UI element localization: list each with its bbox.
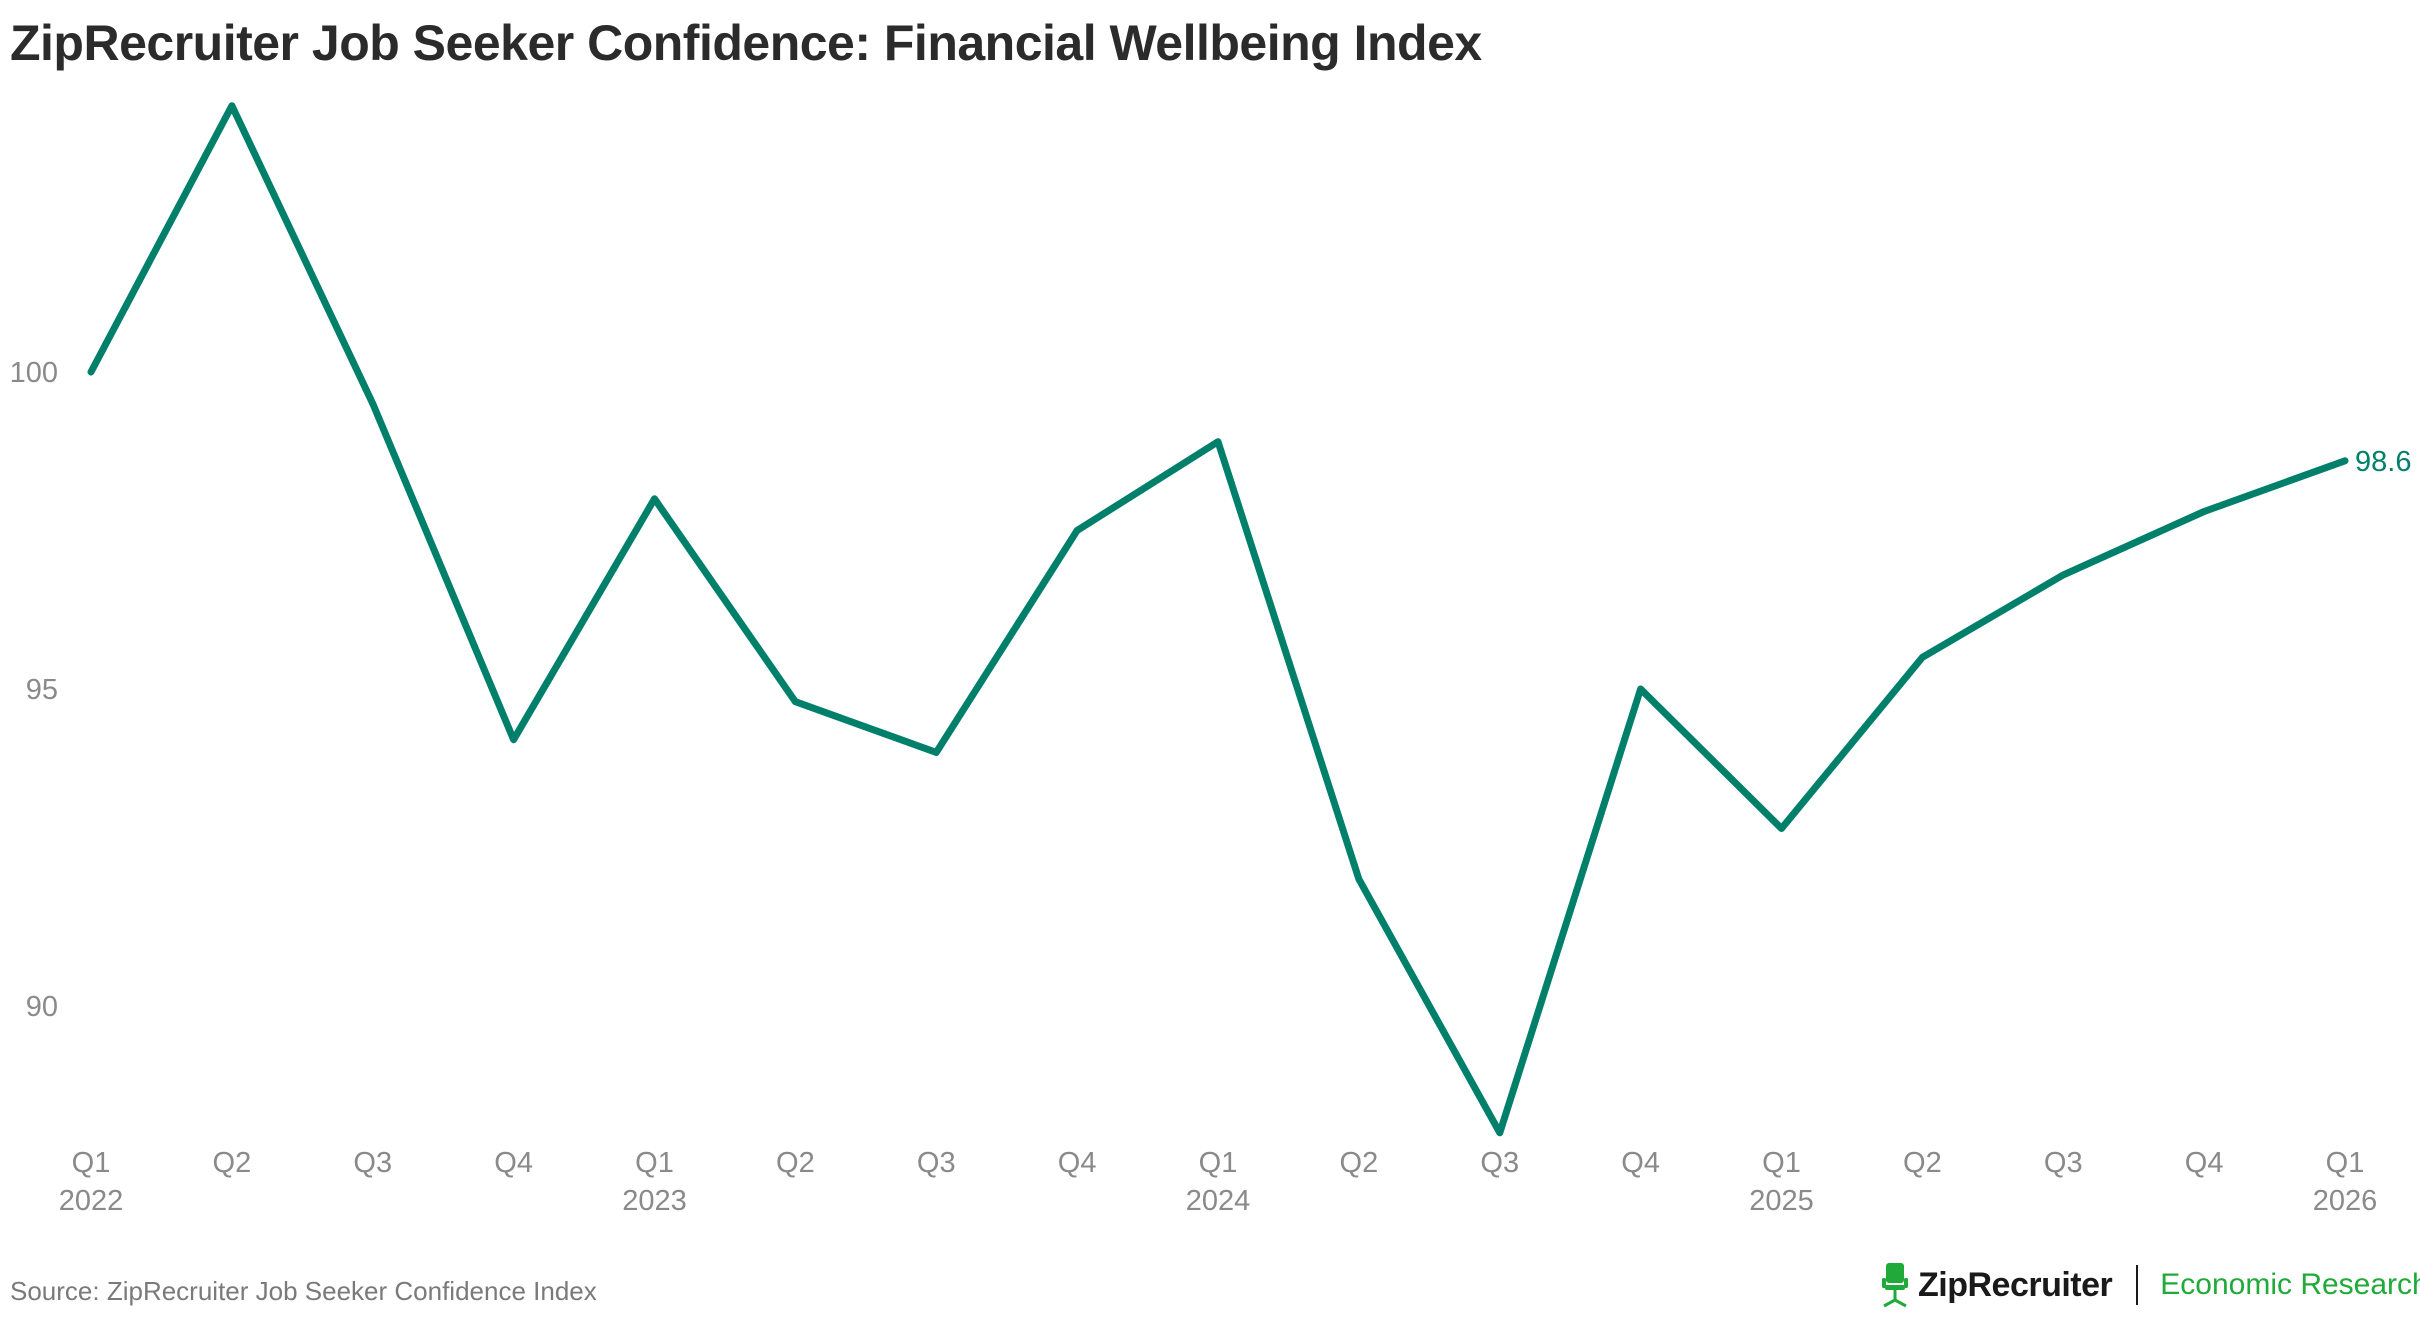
x-tick-quarter: Q3 (353, 1147, 392, 1179)
x-tick-quarter: Q4 (494, 1147, 533, 1179)
end-value-label: 98.6 (2355, 446, 2411, 478)
x-tick-quarter: Q1 (2326, 1147, 2365, 1179)
x-tick-year: 2024 (1186, 1185, 1251, 1217)
x-axis-ticks: Q1 2022 Q2 Q3 Q4 Q1 2023 Q2 Q3 Q4 Q1 2024 Q2 Q3 Q4 Q1 20… (59, 1147, 2378, 1217)
x-tick-quarter: Q1 (1762, 1147, 1801, 1179)
x-tick-year: 2023 (622, 1185, 687, 1217)
x-tick-year: 2025 (1749, 1185, 1814, 1217)
x-tick-quarter: Q4 (1058, 1147, 1097, 1179)
series-line (87, 102, 2349, 1137)
x-tick-quarter: Q4 (1621, 1147, 1660, 1179)
x-tick-quarter: Q2 (213, 1147, 252, 1179)
brand-division: Economic Research (2160, 1268, 2420, 1301)
x-tick-quarter: Q1 (72, 1147, 111, 1179)
x-tick-quarter: Q3 (1480, 1147, 1519, 1179)
x-tick-quarter: Q1 (1199, 1147, 1238, 1179)
y-axis-ticks: 90 95 100 (10, 357, 58, 1023)
chart-title: ZipRecruiter Job Seeker Confidence: Fina… (10, 15, 1482, 71)
x-tick-quarter: Q4 (2185, 1147, 2224, 1179)
y-tick-label: 100 (10, 357, 58, 389)
x-tick-year: 2022 (59, 1185, 124, 1217)
x-tick-quarter: Q2 (1903, 1147, 1942, 1179)
chair-logo-icon (1882, 1263, 1908, 1308)
source-note: Source: ZipRecruiter Job Seeker Confiden… (10, 1276, 597, 1306)
x-tick-year: 2026 (2313, 1185, 2378, 1217)
y-tick-label: 95 (26, 674, 58, 706)
brand-footer: ZipRecruiter Economic Research (1880, 1262, 2420, 1308)
x-tick-quarter: Q1 (635, 1147, 674, 1179)
y-tick-label: 90 (26, 991, 58, 1023)
x-tick-quarter: Q3 (917, 1147, 956, 1179)
brand-name: ZipRecruiter (1918, 1265, 2113, 1304)
x-tick-quarter: Q2 (1340, 1147, 1379, 1179)
x-tick-quarter: Q3 (2044, 1147, 2083, 1179)
brand-divider (2136, 1265, 2139, 1305)
x-tick-quarter: Q2 (776, 1147, 815, 1179)
